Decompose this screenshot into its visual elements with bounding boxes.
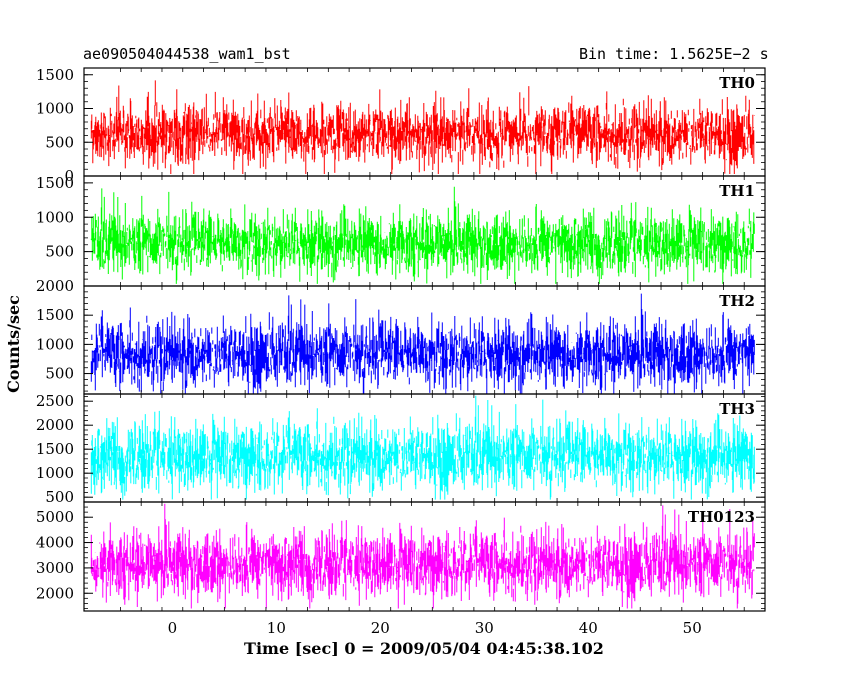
series-th0123: [90, 503, 755, 609]
y-tick-label: 1000: [36, 100, 74, 118]
series-th1: [90, 186, 755, 284]
x-tick-label: 40: [579, 619, 598, 637]
y-tick-label: 500: [45, 488, 74, 506]
y-tick-label: 2000: [36, 277, 74, 295]
bin-time-label: Bin time: 1.5625E−2 s: [579, 45, 769, 63]
y-axis-label: Counts/sec: [4, 295, 23, 393]
panel-label-th0123: TH0123: [688, 508, 755, 526]
y-tick-label: 2000: [36, 416, 74, 434]
y-tick-label: 1000: [36, 335, 74, 353]
y-tick-label: 2000: [36, 584, 74, 602]
y-tick-label: 1000: [36, 464, 74, 482]
panel-frame-th0123: [83, 501, 766, 612]
x-axis-label: Time [sec] 0 = 2009/05/04 04:45:38.102: [244, 639, 604, 658]
x-tick-label: 0: [168, 619, 178, 637]
panel-label-th3: TH3: [719, 400, 755, 418]
y-tick-label: 0: [64, 167, 74, 185]
panels-group: [90, 80, 755, 609]
y-tick-label: 4000: [36, 534, 74, 552]
x-tick-label: 10: [267, 619, 286, 637]
x-tick-label: 30: [475, 619, 494, 637]
y-tick-label: 1500: [36, 306, 74, 324]
y-tick-label: 500: [45, 365, 74, 383]
x-tick-label: 20: [371, 619, 390, 637]
panel-label-th2: TH2: [719, 292, 755, 310]
series-th3: [90, 395, 755, 500]
series-th0: [90, 80, 755, 174]
y-tick-label: 1000: [36, 208, 74, 226]
y-tick-label: 2500: [36, 392, 74, 410]
panel-label-th0: TH0: [719, 74, 755, 92]
chart-title: ae090504044538_wam1_bst: [83, 45, 291, 63]
y-tick-label: 3000: [36, 559, 74, 577]
y-tick-label: 1500: [36, 174, 74, 192]
x-tick-label: 50: [683, 619, 702, 637]
y-tick-label: 5000: [36, 508, 74, 526]
y-tick-label: 500: [45, 133, 74, 151]
y-tick-label: 1500: [36, 66, 74, 84]
y-tick-label: 1500: [36, 440, 74, 458]
series-th2: [90, 293, 755, 394]
panel-label-th1: TH1: [719, 182, 755, 200]
y-tick-label: 500: [45, 243, 74, 261]
